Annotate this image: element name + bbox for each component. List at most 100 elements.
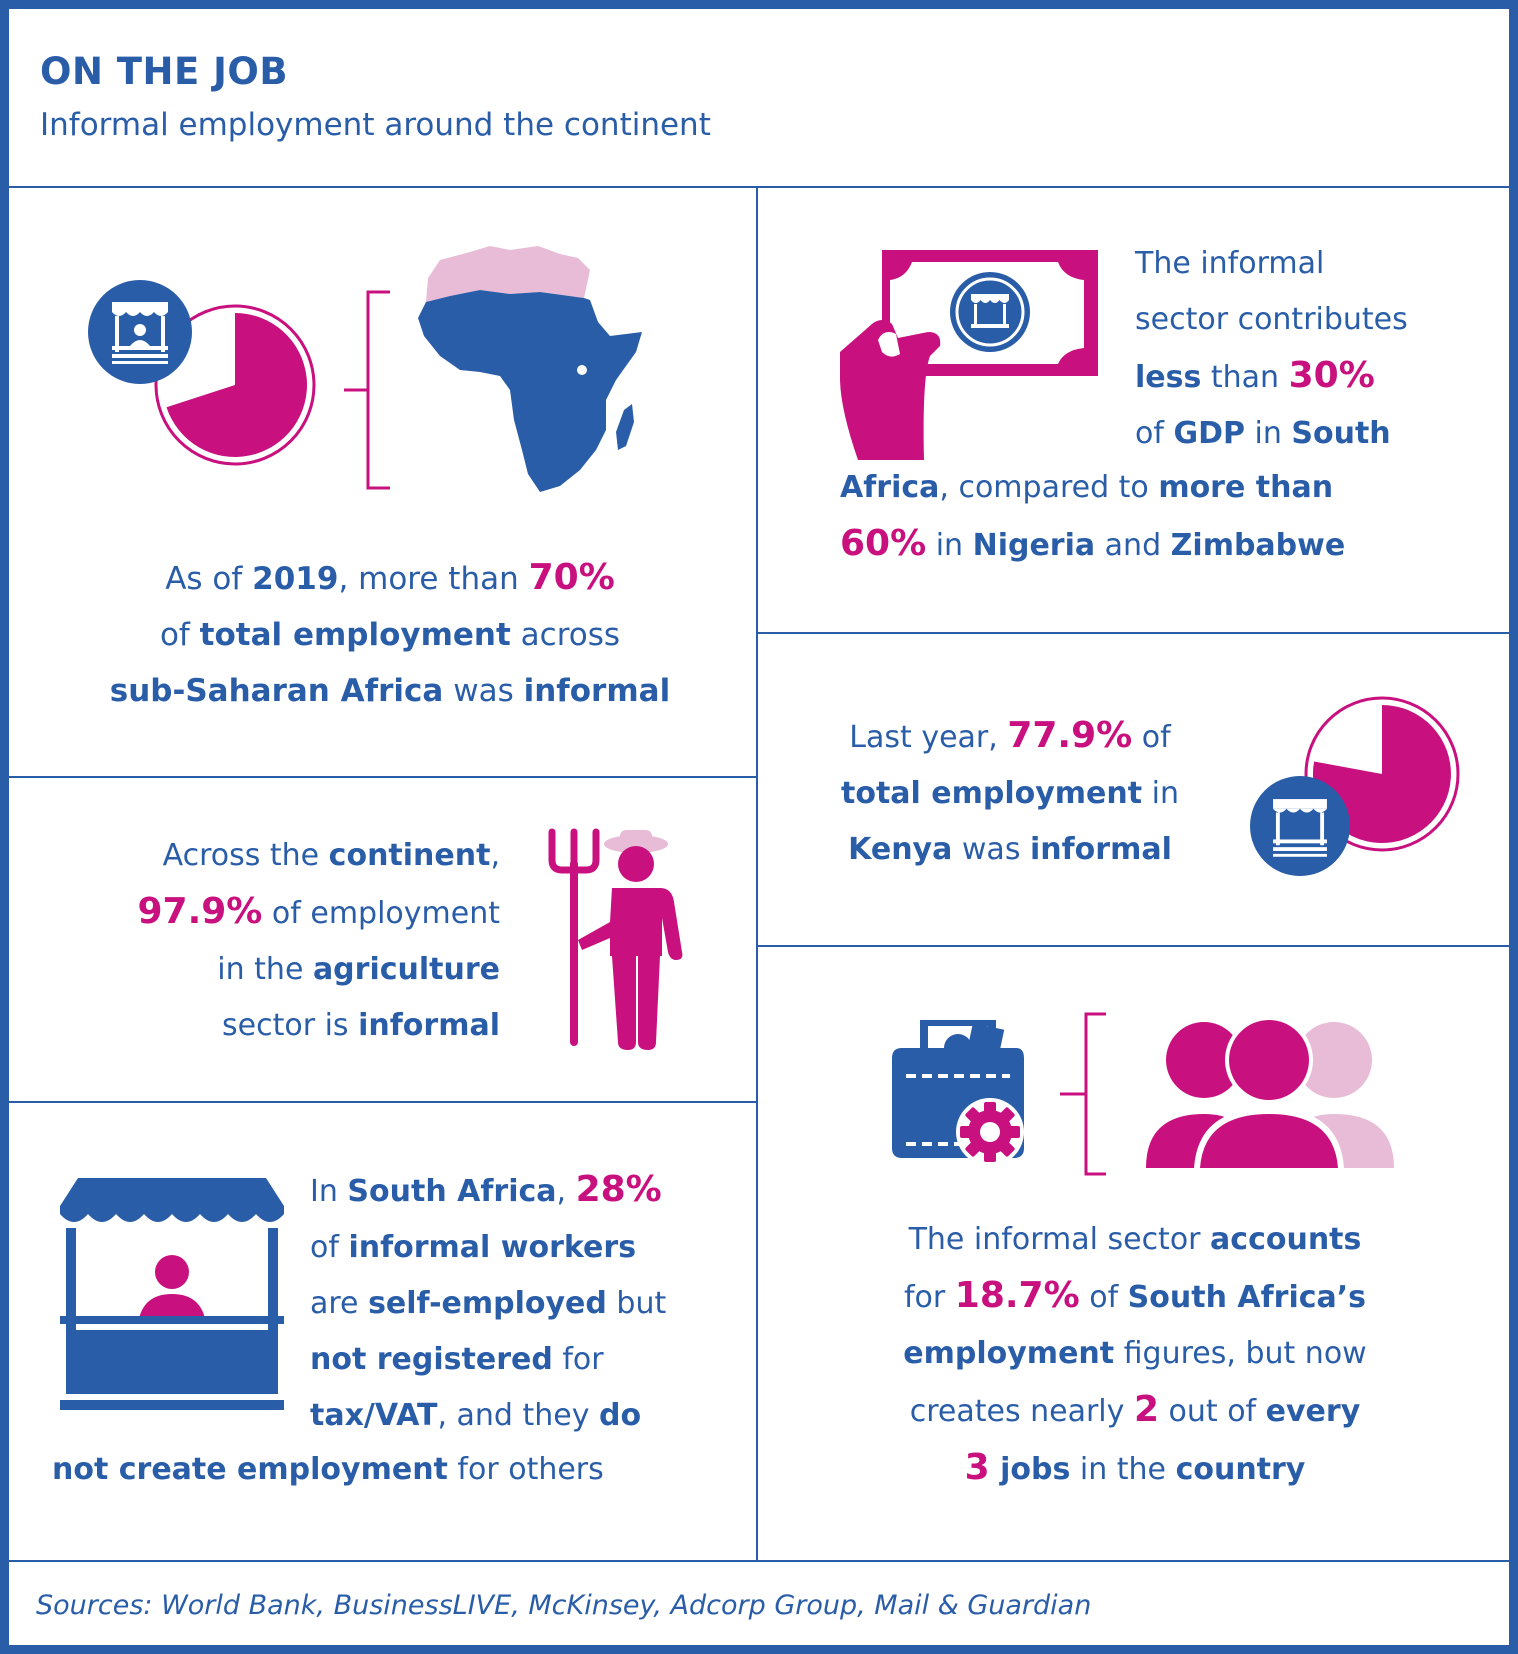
self-line-2: of informal workers bbox=[310, 1220, 740, 1276]
divider-right-2 bbox=[756, 945, 1509, 947]
pie-chart-slice bbox=[166, 313, 307, 457]
pie-chart-icon bbox=[1304, 696, 1460, 852]
text-run: for others bbox=[447, 1452, 604, 1487]
self-line-1: In South Africa, 28% bbox=[310, 1162, 740, 1220]
page-title: ON THE JOB bbox=[40, 50, 289, 93]
text-run: for bbox=[903, 1280, 955, 1315]
text-run: The informal bbox=[1135, 246, 1325, 281]
divider-header bbox=[9, 186, 1509, 188]
self-statement-bottom: not create employment for others bbox=[52, 1442, 752, 1498]
jobs-line-3: employment figures, but now bbox=[760, 1326, 1510, 1382]
agri-line-2: 97.9% of employment bbox=[60, 884, 500, 942]
text-run: , more than bbox=[338, 561, 529, 597]
text-run: in the bbox=[1070, 1452, 1176, 1487]
gdp-line-2: sector contributes bbox=[1135, 292, 1495, 348]
gdp-statement-bottom: Africa, compared to more than 60% in Nig… bbox=[840, 460, 1500, 574]
text-run: creates nearly bbox=[909, 1394, 1134, 1429]
gdp-sa-percent: 30% bbox=[1288, 355, 1375, 396]
kenya-line-3: Kenya was informal bbox=[810, 822, 1210, 878]
text-bold: less bbox=[1135, 360, 1202, 395]
text-run: across bbox=[510, 617, 621, 653]
text-bold: self-employed bbox=[368, 1286, 607, 1321]
text-bold: jobs bbox=[989, 1452, 1071, 1487]
jobs-ratio-denominator: 3 bbox=[964, 1447, 990, 1488]
text-run: of bbox=[159, 617, 200, 653]
kenya-percent: 77.9% bbox=[1007, 715, 1133, 756]
sources-footer: Sources: World Bank, BusinessLIVE, McKin… bbox=[36, 1590, 1092, 1621]
self-line-3: are self-employed but bbox=[310, 1276, 740, 1332]
text-bold: informal bbox=[1029, 832, 1172, 867]
text-run: of employment bbox=[262, 896, 500, 931]
jobs-statement: The informal sector accounts for 18.7% o… bbox=[760, 1212, 1510, 1498]
text-run: As of bbox=[165, 561, 253, 597]
jobs-ratio-numerator: 2 bbox=[1133, 1389, 1159, 1430]
text-bold: Africa bbox=[840, 470, 940, 505]
jobs-line-2: for 18.7% of South Africa’s bbox=[760, 1268, 1510, 1326]
text-run: In bbox=[310, 1174, 348, 1209]
text-run: was bbox=[443, 673, 524, 709]
text-run: Across the bbox=[162, 838, 329, 873]
ssa-line-2: of total employment across bbox=[20, 607, 760, 663]
wallet-gear-icon bbox=[892, 1020, 1024, 1166]
text-run: of bbox=[1135, 416, 1174, 451]
divider-right-1 bbox=[756, 632, 1509, 634]
text-bold: Zimbabwe bbox=[1170, 528, 1346, 563]
text-bold: sub-Saharan Africa bbox=[109, 673, 444, 709]
jobs-line-1: The informal sector accounts bbox=[760, 1212, 1510, 1268]
text-run: in bbox=[1142, 776, 1179, 811]
text-bold: employment bbox=[903, 1336, 1115, 1371]
text-bold: more than bbox=[1158, 470, 1334, 505]
text-run: than bbox=[1201, 360, 1289, 395]
jobs-line-4: creates nearly 2 out of every bbox=[760, 1382, 1510, 1440]
ssa-statement: As of 2019, more than 70% of total emplo… bbox=[20, 550, 760, 719]
text-bold: country bbox=[1175, 1452, 1306, 1487]
gdp-line-5: Africa, compared to more than bbox=[840, 460, 1500, 516]
self-statement-top: In South Africa, 28% of informal workers… bbox=[310, 1162, 740, 1444]
text-run: Last year, bbox=[849, 720, 1008, 755]
gdp-line-6: 60% in Nigeria and Zimbabwe bbox=[840, 516, 1500, 574]
africa-map-icon bbox=[418, 246, 642, 492]
farmer-icon bbox=[548, 828, 683, 1050]
text-run: sector contributes bbox=[1135, 302, 1408, 337]
ssa-line-1: As of 2019, more than 70% bbox=[20, 550, 760, 607]
text-run: of bbox=[1132, 720, 1171, 755]
text-run: but bbox=[606, 1286, 667, 1321]
text-run: was bbox=[952, 832, 1030, 867]
text-bold: total employment bbox=[199, 617, 511, 653]
text-run: The informal sector bbox=[908, 1222, 1211, 1257]
divider-footer bbox=[9, 1560, 1509, 1562]
text-run: and bbox=[1095, 528, 1171, 563]
text-run: out of bbox=[1159, 1394, 1266, 1429]
text-run: of bbox=[1079, 1280, 1128, 1315]
divider-left-1 bbox=[9, 776, 756, 778]
text-bold: South Africa’s bbox=[1127, 1280, 1367, 1315]
text-bold: every bbox=[1265, 1394, 1361, 1429]
agri-line-1: Across the continent, bbox=[60, 828, 500, 884]
text-bold: South bbox=[1291, 416, 1391, 451]
ssa-percent: 70% bbox=[528, 557, 615, 598]
kenya-statement: Last year, 77.9% of total employment in … bbox=[810, 708, 1210, 878]
text-bold: informal workers bbox=[348, 1230, 637, 1265]
text-bold: informal bbox=[358, 1008, 500, 1043]
kenya-line-1: Last year, 77.9% of bbox=[810, 708, 1210, 766]
people-group-icon bbox=[1146, 1016, 1394, 1168]
agri-percent: 97.9% bbox=[137, 891, 263, 932]
jobs-line-5: 3 jobs in the country bbox=[760, 1440, 1510, 1498]
text-bold: total employment bbox=[841, 776, 1143, 811]
text-run: for bbox=[552, 1342, 604, 1377]
gdp-statement-top: The informal sector contributes less tha… bbox=[1135, 236, 1495, 462]
self-line-5: tax/VAT, and they do bbox=[310, 1388, 740, 1444]
year-highlight: 2019 bbox=[252, 561, 339, 597]
bracket-icon bbox=[344, 290, 390, 490]
self-percent: 28% bbox=[575, 1169, 662, 1210]
text-run: are bbox=[310, 1286, 369, 1321]
text-bold: agriculture bbox=[312, 952, 500, 987]
text-run: in bbox=[1244, 416, 1292, 451]
text-run: figures, but now bbox=[1114, 1336, 1367, 1371]
text-bold: informal bbox=[523, 673, 671, 709]
text-bold: do bbox=[599, 1398, 642, 1433]
page-subtitle: Informal employment around the continent bbox=[40, 107, 711, 143]
gdp-line-1: The informal bbox=[1135, 236, 1495, 292]
text-run: in the bbox=[217, 952, 313, 987]
text-bold: accounts bbox=[1210, 1222, 1362, 1257]
